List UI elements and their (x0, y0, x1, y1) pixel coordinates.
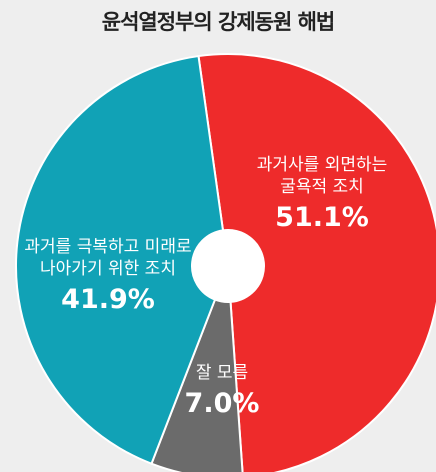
slice-label: 과거사를 외면하는 (257, 155, 388, 175)
slice-value-label: 51.1% (275, 202, 369, 233)
slice-label: 잘 모름 (196, 363, 248, 383)
chart-title: 윤석열정부의 강제동원 해법 (101, 10, 335, 34)
slice-label: 과거를 극복하고 미래로 (24, 237, 191, 257)
slice-value-label: 7.0% (185, 388, 260, 419)
slice-value-label: 41.9% (61, 284, 155, 315)
slice-label: 굴욕적 조치 (280, 177, 364, 197)
slice-label: 나아가기 위한 조치 (40, 259, 176, 279)
donut-hole (192, 230, 264, 302)
